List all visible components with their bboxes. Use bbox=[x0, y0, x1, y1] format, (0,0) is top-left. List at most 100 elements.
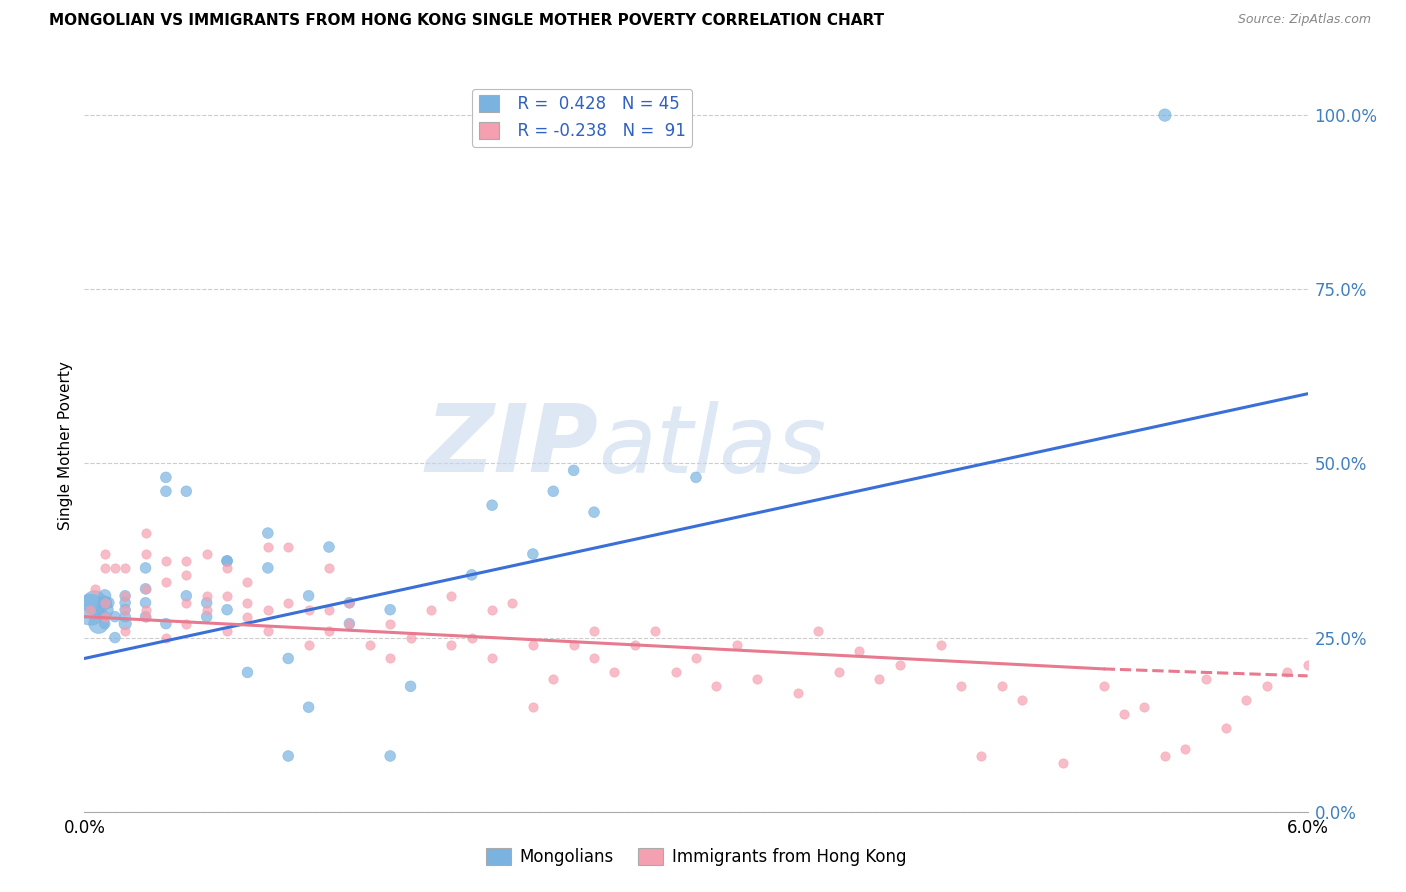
Point bbox=[685, 470, 707, 484]
Point bbox=[277, 596, 299, 610]
Point bbox=[1114, 707, 1136, 722]
Point bbox=[1277, 665, 1299, 680]
Point bbox=[114, 589, 136, 603]
Point bbox=[685, 651, 707, 665]
Point bbox=[176, 596, 198, 610]
Point bbox=[339, 616, 361, 631]
Point bbox=[135, 609, 157, 624]
Point bbox=[257, 540, 280, 554]
Text: atlas: atlas bbox=[598, 401, 827, 491]
Point bbox=[869, 673, 891, 687]
Point bbox=[277, 651, 299, 665]
Point bbox=[481, 603, 503, 617]
Point bbox=[848, 644, 870, 658]
Point bbox=[298, 589, 321, 603]
Point bbox=[104, 609, 127, 624]
Point bbox=[1256, 679, 1278, 693]
Point bbox=[380, 651, 402, 665]
Point bbox=[155, 554, 177, 568]
Point bbox=[339, 596, 361, 610]
Point bbox=[298, 700, 321, 714]
Point bbox=[217, 603, 239, 617]
Point bbox=[359, 638, 381, 652]
Point bbox=[665, 665, 688, 680]
Point bbox=[195, 603, 218, 617]
Point bbox=[380, 616, 402, 631]
Point bbox=[257, 603, 280, 617]
Point bbox=[522, 638, 544, 652]
Point bbox=[236, 609, 259, 624]
Point bbox=[318, 603, 340, 617]
Point bbox=[217, 561, 239, 575]
Point bbox=[114, 596, 136, 610]
Point bbox=[1154, 108, 1177, 122]
Point bbox=[236, 574, 259, 589]
Text: Source: ZipAtlas.com: Source: ZipAtlas.com bbox=[1237, 13, 1371, 27]
Point bbox=[135, 547, 157, 561]
Point bbox=[380, 603, 402, 617]
Point bbox=[135, 603, 157, 617]
Point bbox=[644, 624, 666, 638]
Point bbox=[176, 589, 198, 603]
Point bbox=[502, 596, 524, 610]
Point bbox=[1092, 679, 1115, 693]
Point bbox=[104, 631, 127, 645]
Point bbox=[135, 582, 157, 596]
Text: ZIP: ZIP bbox=[425, 400, 598, 492]
Point bbox=[93, 547, 117, 561]
Point bbox=[93, 603, 117, 617]
Point bbox=[176, 554, 198, 568]
Point bbox=[135, 609, 157, 624]
Point bbox=[236, 596, 259, 610]
Legend: Mongolians, Immigrants from Hong Kong: Mongolians, Immigrants from Hong Kong bbox=[479, 841, 912, 873]
Point bbox=[176, 567, 198, 582]
Point bbox=[562, 463, 585, 477]
Point bbox=[135, 526, 157, 541]
Y-axis label: Single Mother Poverty: Single Mother Poverty bbox=[58, 361, 73, 531]
Point bbox=[114, 561, 136, 575]
Point bbox=[195, 547, 218, 561]
Point bbox=[318, 540, 340, 554]
Point bbox=[277, 749, 299, 764]
Point bbox=[1133, 700, 1156, 714]
Point bbox=[114, 603, 136, 617]
Point bbox=[1174, 742, 1197, 756]
Point bbox=[1195, 673, 1218, 687]
Point bbox=[176, 616, 198, 631]
Point bbox=[114, 589, 136, 603]
Point bbox=[318, 561, 340, 575]
Point bbox=[87, 616, 110, 631]
Point bbox=[522, 700, 544, 714]
Point bbox=[83, 596, 105, 610]
Point bbox=[135, 561, 157, 575]
Point bbox=[277, 540, 299, 554]
Point bbox=[155, 574, 177, 589]
Point bbox=[787, 686, 810, 700]
Point bbox=[1011, 693, 1033, 707]
Point bbox=[114, 616, 136, 631]
Point bbox=[1154, 749, 1177, 764]
Point bbox=[195, 589, 218, 603]
Point bbox=[79, 603, 101, 617]
Point bbox=[481, 498, 503, 512]
Point bbox=[104, 561, 127, 575]
Point bbox=[440, 589, 463, 603]
Point bbox=[217, 554, 239, 568]
Point bbox=[114, 603, 136, 617]
Point bbox=[583, 505, 606, 519]
Point bbox=[929, 638, 952, 652]
Point bbox=[399, 679, 422, 693]
Point bbox=[725, 638, 748, 652]
Point bbox=[79, 603, 101, 617]
Point bbox=[93, 596, 117, 610]
Point bbox=[889, 658, 911, 673]
Point bbox=[1052, 756, 1074, 770]
Point bbox=[93, 561, 117, 575]
Point bbox=[583, 651, 606, 665]
Point bbox=[257, 526, 280, 541]
Point bbox=[135, 582, 157, 596]
Point bbox=[624, 638, 647, 652]
Point bbox=[135, 596, 157, 610]
Point bbox=[217, 624, 239, 638]
Point bbox=[1296, 658, 1319, 673]
